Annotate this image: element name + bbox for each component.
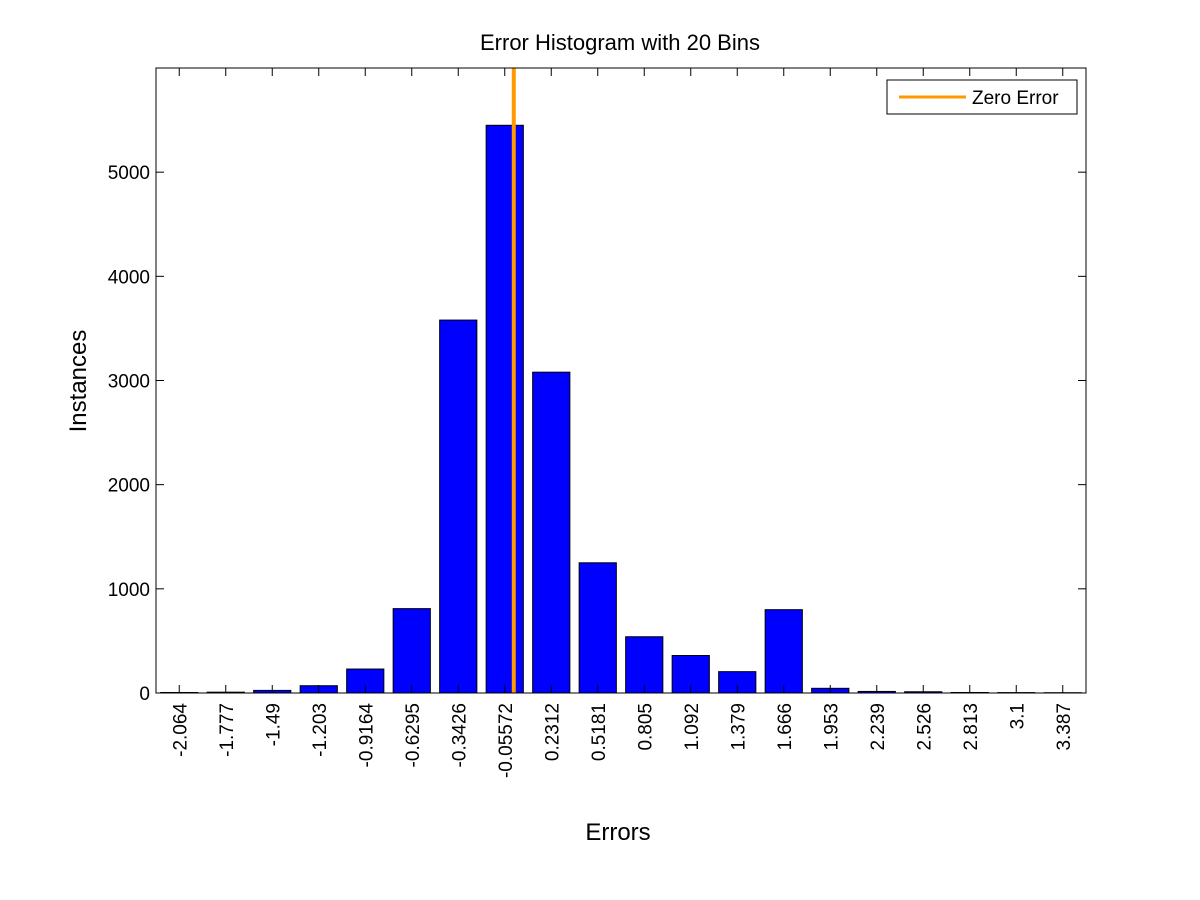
x-tick-label: 1.092 [682, 703, 703, 751]
x-tick-label: -0.9164 [356, 703, 377, 768]
x-tick-label: -1.49 [263, 703, 284, 746]
x-tick-label: -1.203 [310, 703, 331, 757]
y-axis-ticks: 0 1000 2000 3000 4000 5000 [108, 163, 1086, 705]
x-tick-label: 1.953 [821, 703, 842, 751]
x-tick-label: 0.2312 [542, 703, 563, 761]
y-tick-label: 2000 [108, 476, 150, 497]
x-tick-label: 2.813 [961, 703, 982, 751]
x-tick-label: -0.6295 [403, 703, 424, 767]
histogram-bar [392, 608, 431, 694]
x-tick-label: -1.777 [217, 703, 238, 757]
x-tick-label: -2.064 [170, 703, 191, 757]
histogram-bar [439, 319, 478, 694]
y-tick-label: 0 [139, 684, 150, 705]
x-tick-label: 3.1 [1007, 703, 1028, 729]
y-axis-label: Instances [65, 330, 92, 433]
x-axis-label: Errors [585, 819, 650, 846]
histogram-bar [532, 371, 571, 694]
histogram-bar [764, 609, 803, 694]
x-tick-label: 1.379 [728, 703, 749, 751]
x-tick-label: 2.526 [914, 703, 935, 751]
y-tick-label: 3000 [108, 372, 150, 393]
legend-label-zero-error: Zero Error [972, 88, 1059, 109]
histogram-bar [578, 562, 617, 694]
y-tick-label: 5000 [108, 163, 150, 184]
x-tick-label: 1.666 [775, 703, 796, 751]
x-tick-label: -0.3426 [449, 703, 470, 767]
x-tick-label: 2.239 [868, 703, 889, 751]
legend: Zero Error [886, 79, 1078, 115]
chart-title: Error Histogram with 20 Bins [480, 30, 760, 55]
histogram-bar [625, 636, 664, 694]
y-tick-label: 4000 [108, 267, 150, 288]
x-tick-label: 0.805 [635, 703, 656, 751]
x-tick-label: 0.5181 [589, 703, 610, 761]
x-axis-ticks: -2.064 -1.777 -1.49 -1.203 -0.9164 -0.6295 -0.… [170, 68, 1075, 778]
x-tick-label: -0.05572 [496, 703, 517, 778]
x-tick-label: 3.387 [1054, 703, 1075, 751]
histogram-bar [485, 124, 524, 694]
plot-area [156, 68, 1086, 693]
y-tick-label: 1000 [108, 580, 150, 601]
